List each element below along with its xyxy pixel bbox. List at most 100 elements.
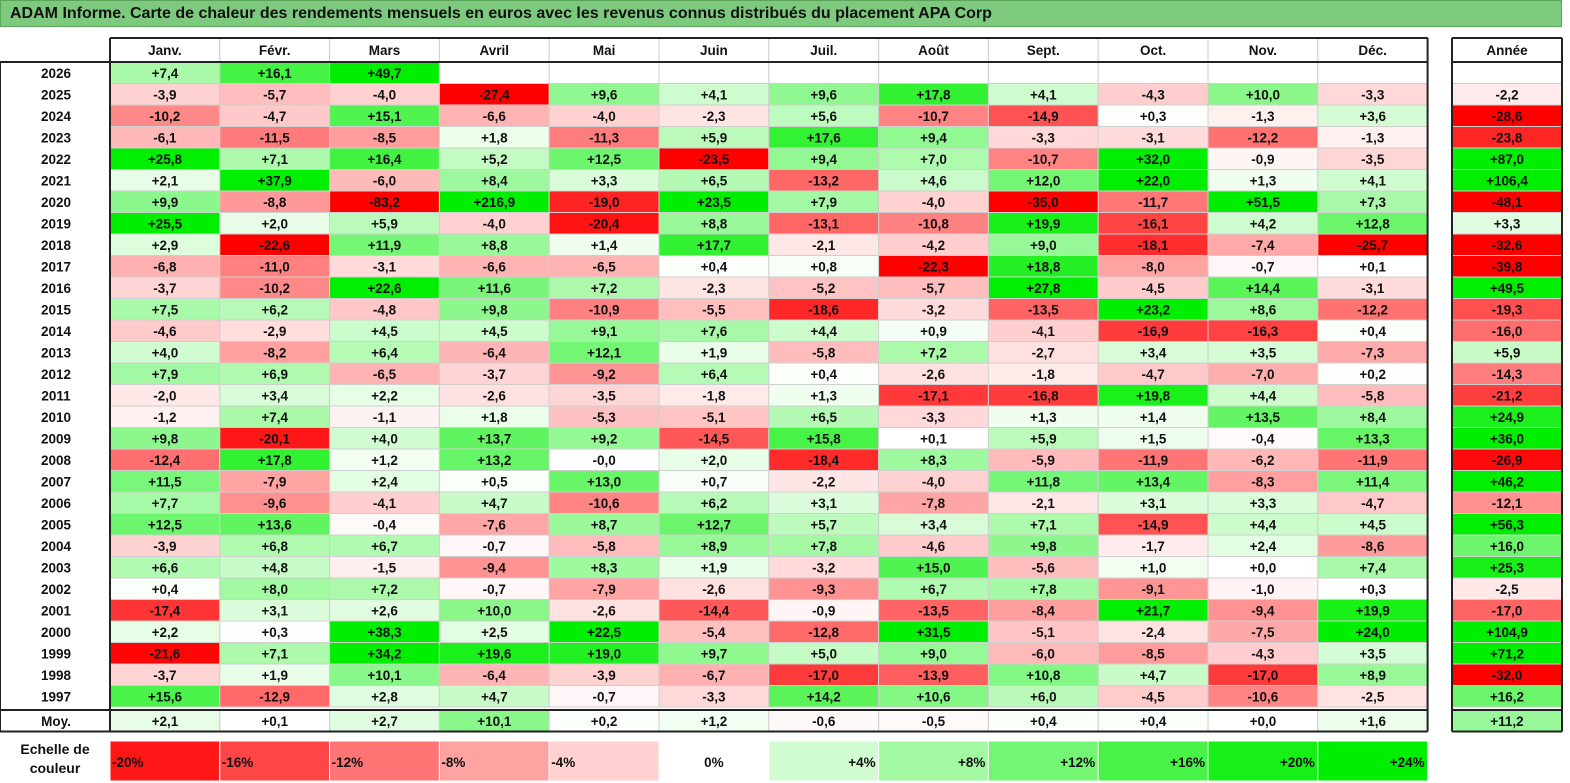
- heatmap-cell-value: -13,2: [808, 174, 839, 189]
- heatmap-cell-value: -2,3: [702, 109, 726, 124]
- annual-total-value: +56,3: [1490, 518, 1525, 533]
- heatmap-cell-value: +4,5: [1359, 518, 1386, 533]
- annual-total-value: +106,4: [1486, 174, 1528, 189]
- heatmap-cell-value: +2,2: [371, 389, 398, 404]
- heatmap-cell-value: +7,1: [261, 152, 288, 167]
- heatmap-cell-value: -6,6: [483, 260, 507, 275]
- heatmap-cell-value: -8,2: [263, 346, 286, 361]
- heatmap-cell-value: +0,0: [1250, 561, 1277, 576]
- heatmap-cell-value: +8,8: [481, 238, 508, 253]
- heatmap-cell-value: +1,8: [481, 131, 508, 146]
- color-scale-label-value: +20%: [1280, 755, 1315, 770]
- heatmap-cell-value: +0,0: [1250, 714, 1277, 729]
- month-header-label: Juil.: [810, 43, 837, 58]
- heatmap-cell-value: -27,4: [479, 88, 510, 103]
- heatmap-cell-value: +7,8: [810, 539, 837, 554]
- color-scale-label-value: -12%: [332, 755, 364, 770]
- heatmap-cell-value: +7,3: [1359, 195, 1386, 210]
- heatmap-cell-value: +13,6: [258, 518, 293, 533]
- color-scale-swatch: [219, 740, 331, 782]
- annual-total-value: -12,1: [1492, 496, 1523, 511]
- heatmap-cell-value: -11,3: [589, 131, 620, 146]
- annual-total-value: +46,2: [1490, 475, 1524, 490]
- annual-total-value: +87,0: [1490, 152, 1524, 167]
- color-scale-swatch: [438, 740, 550, 782]
- heatmap-cell-value: -5,5: [702, 303, 726, 318]
- year-row-label: 2001: [41, 604, 72, 619]
- heatmap-cell-value: +3,1: [261, 604, 288, 619]
- annual-total-value: -23,8: [1492, 131, 1523, 146]
- heatmap-cell-value: -17,0: [1248, 668, 1279, 683]
- heatmap-cell-value: +6,9: [261, 367, 288, 382]
- heatmap-cell-value: +0,4: [701, 260, 728, 275]
- heatmap-cell-value: +8,8: [701, 217, 728, 232]
- year-row-label: 2025: [41, 88, 72, 103]
- heatmap-cell-value: -4,1: [373, 496, 397, 511]
- heatmap-cell-value: +1,0: [1140, 561, 1167, 576]
- heatmap-cell-value: +2,2: [152, 625, 179, 640]
- heatmap-cell-value: +3,1: [810, 496, 837, 511]
- heatmap-cell-value: +7,8: [1030, 582, 1057, 597]
- heatmap-cell-value: -0,9: [1251, 152, 1274, 167]
- heatmap-cell-value: -3,3: [702, 690, 726, 705]
- heatmap-cell-value: -5,6: [1032, 561, 1056, 576]
- year-row-label: 2024: [41, 109, 72, 124]
- heatmap-cell-value: +1,9: [701, 561, 728, 576]
- heatmap-cell-value: +3,5: [1250, 346, 1277, 361]
- heatmap-cell-value: +17,7: [697, 238, 731, 253]
- heatmap-cell-value: +0,4: [152, 582, 179, 597]
- heatmap-cell-value: -10,6: [589, 496, 620, 511]
- heatmap-cell-value: +5,7: [810, 518, 837, 533]
- month-header-cell: [548, 37, 660, 63]
- heatmap-cell-value: -6,8: [153, 260, 177, 275]
- heatmap-cell-value: -13,9: [918, 668, 949, 683]
- heatmap-cell-value: +6,4: [701, 367, 728, 382]
- heatmap-cell-value: -12,2: [1248, 131, 1279, 146]
- year-header-cell: [1451, 37, 1563, 63]
- heatmap-cell-value: +9,2: [591, 432, 618, 447]
- heatmap-cell-value: +11,4: [1356, 475, 1390, 490]
- heatmap-cell-value: -8,6: [1361, 539, 1385, 554]
- annual-total-value: -16,0: [1492, 324, 1523, 339]
- heatmap-cell-value: +5,0: [810, 647, 837, 662]
- heatmap-cell-value: -4,5: [1141, 281, 1165, 296]
- heatmap-cell-value: +6,2: [261, 303, 288, 318]
- heatmap-cell: [1097, 61, 1209, 84]
- year-row-label: 2008: [41, 453, 72, 468]
- heatmap-cell-value: +15,0: [916, 561, 950, 576]
- heatmap-cell-value: +2,5: [481, 625, 508, 640]
- heatmap-cell-value: -2,1: [812, 238, 836, 253]
- heatmap-cell-value: -4,3: [1251, 647, 1275, 662]
- heatmap-cell-value: +4,5: [481, 324, 508, 339]
- annual-total-value: +24,9: [1490, 410, 1524, 425]
- heatmap-cell-value: -4,0: [483, 217, 506, 232]
- heatmap-cell-value: -1,3: [1361, 131, 1385, 146]
- heatmap-cell-value: +1,3: [1250, 174, 1277, 189]
- heatmap-cell-value: +12,0: [1026, 174, 1060, 189]
- heatmap-cell-value: -3,7: [483, 367, 506, 382]
- heatmap-cell-value: +8,6: [1250, 303, 1277, 318]
- heatmap-cell-value: +9,1: [591, 324, 618, 339]
- heatmap-cell-value: -14,4: [699, 604, 730, 619]
- heatmap-cell-value: +1,6: [1359, 714, 1386, 729]
- heatmap-cell-value: +6,5: [810, 410, 837, 425]
- heatmap-cell-value: +2,1: [152, 174, 179, 189]
- heatmap-cell-value: +5,2: [481, 152, 508, 167]
- heatmap-cell-value: -12,4: [150, 453, 181, 468]
- heatmap-cell-value: +4,0: [371, 432, 398, 447]
- heatmap-cell-value: +12,5: [148, 518, 183, 533]
- heatmap-cell-value: +2,8: [371, 690, 398, 705]
- color-scale-label: Echelle de couleur: [20, 741, 90, 776]
- heatmap-cell-value: +17,8: [258, 453, 293, 468]
- color-scale-swatch: [329, 740, 440, 782]
- heatmap-cell-value: +2,4: [1250, 539, 1277, 554]
- heatmap-cell-value: -4,6: [922, 539, 946, 554]
- month-header-cell: [878, 37, 989, 63]
- heatmap-cell-value: -3,9: [592, 668, 615, 683]
- heatmap-cell-value: +17,6: [807, 131, 842, 146]
- heatmap-cell-value: -12,8: [808, 625, 839, 640]
- heatmap-cell-value: +1,3: [810, 389, 837, 404]
- heatmap-cell-value: +8,3: [920, 453, 947, 468]
- heatmap-cell-value: -1,1: [373, 410, 397, 425]
- heatmap-cell-value: +1,9: [261, 668, 288, 683]
